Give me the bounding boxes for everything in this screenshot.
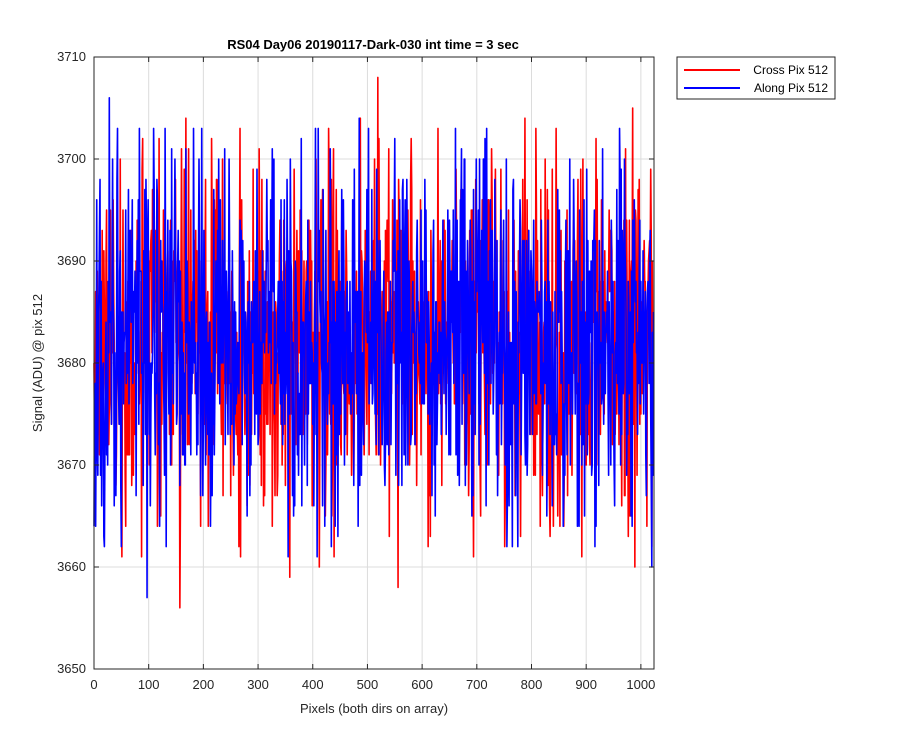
x-tick-label: 200	[193, 677, 215, 692]
legend-entry-along: Along Pix 512	[754, 81, 828, 95]
x-tick-label: 500	[357, 677, 379, 692]
y-tick-label: 3710	[57, 49, 86, 64]
legend-entry-cross: Cross Pix 512	[753, 63, 828, 77]
y-tick-label: 3700	[57, 151, 86, 166]
x-tick-label: 400	[302, 677, 324, 692]
y-tick-label: 3690	[57, 253, 86, 268]
y-tick-label: 3650	[57, 661, 86, 676]
y-axis-label: Signal (ADU) @ pix 512	[30, 294, 45, 432]
legend-box	[676, 56, 836, 100]
series-line-cross	[93, 76, 655, 609]
x-tick-label: 100	[138, 677, 160, 692]
x-tick-label: 600	[411, 677, 433, 692]
ticks: 0 100 200 300 400 500 600 700 800 900 1000 3650 3660…	[57, 49, 655, 692]
legend: Cross Pix 512 Along Pix 512	[676, 56, 836, 100]
y-tick-label: 3660	[57, 559, 86, 574]
x-tick-label: 1000	[626, 677, 655, 692]
series-layer	[93, 76, 655, 609]
chart-title: RS04 Day06 20190117-Dark-030 int time = …	[227, 37, 519, 52]
x-tick-label: 300	[247, 677, 269, 692]
x-axis-label: Pixels (both dirs on array)	[300, 701, 448, 716]
x-tick-label: 800	[521, 677, 543, 692]
x-tick-label: 0	[90, 677, 97, 692]
y-tick-label: 3670	[57, 457, 86, 472]
x-tick-label: 700	[466, 677, 488, 692]
series-line-along	[93, 97, 655, 599]
x-tick-label: 900	[575, 677, 597, 692]
y-tick-label: 3680	[57, 355, 86, 370]
